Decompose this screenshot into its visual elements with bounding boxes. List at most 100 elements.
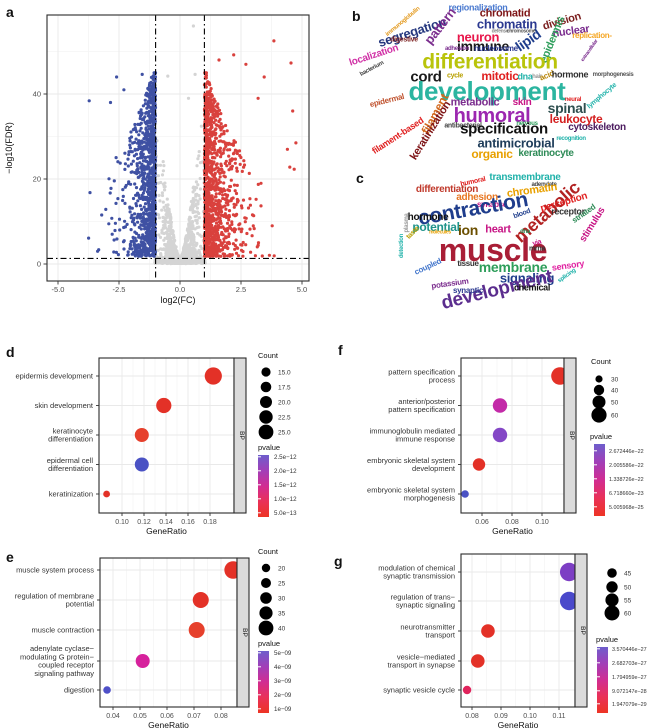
- count-legend-dot: [258, 620, 274, 636]
- pvalue-legend-label: 2.672446e−22: [609, 449, 644, 455]
- term-label: modulating G protein−: [20, 652, 95, 661]
- pvalue-legend-label: 9.072147e−28: [612, 689, 647, 695]
- term-label: transport in synapse: [387, 661, 455, 670]
- dotplot-point: [134, 428, 149, 442]
- wordcloud-b: regionalization chromatid segregation immun…: [340, 0, 657, 162]
- dotplot-panel-bg: [461, 358, 564, 513]
- wordcloud-word: immune: [457, 38, 509, 54]
- wordcloud-word: dna: [517, 71, 533, 82]
- pvalue-legend-title: pvalue: [258, 639, 280, 648]
- term-label: pattern specification: [388, 405, 455, 414]
- wordcloud-word: chromatid: [479, 7, 531, 20]
- wordcloud-word: hair: [532, 74, 542, 80]
- pvalue-legend-label: 1.794959e−27: [612, 675, 647, 681]
- dotplot-point: [461, 490, 469, 498]
- x-tick-label: 0.16: [181, 519, 195, 526]
- pvalue-gradient-bar: [258, 455, 269, 517]
- x-tick-label: 0.10: [523, 713, 537, 720]
- x-axis-label: GeneRatio: [148, 720, 189, 728]
- pvalue-legend-label: 2e−09: [274, 692, 292, 699]
- y-tick-label: 0: [37, 260, 41, 269]
- count-legend-label: 30: [278, 595, 286, 602]
- count-legend-dot: [604, 605, 620, 621]
- pvalue-legend-label: 1.0e−12: [274, 496, 297, 503]
- panel-label-c: c: [356, 170, 364, 186]
- count-legend-label: 17.5: [278, 384, 291, 391]
- dotplot-point: [156, 397, 172, 414]
- term-label: vesicle−mediated: [397, 652, 455, 661]
- wordcloud-word: mrna: [529, 245, 545, 253]
- wordcloud-word: humoral: [453, 105, 531, 127]
- wordcloud-word: adenylate: [531, 182, 557, 188]
- term-label: regulation of membrane: [15, 591, 94, 600]
- count-legend-label: 60: [611, 412, 619, 419]
- pvalue-legend-label: 2.682703e−27: [612, 661, 647, 667]
- count-legend-dot: [607, 568, 617, 578]
- x-tick-label: 0.04: [106, 713, 120, 720]
- dotplot-point: [471, 654, 485, 668]
- x-axis-label: GeneRatio: [498, 720, 539, 728]
- wordcloud-word: neuron: [456, 29, 500, 45]
- panel-label-a: a: [6, 4, 14, 20]
- wordcloud-word: hormone: [551, 69, 589, 80]
- wordcloud-word: receptor: [551, 206, 585, 217]
- x-tick-label: 0.09: [494, 713, 508, 720]
- dotplot-point: [134, 457, 149, 472]
- term-label: digestion: [64, 686, 94, 695]
- volcano-panel-border: [46, 14, 310, 282]
- term-label: pattern specification: [388, 367, 455, 376]
- term-label: immune response: [395, 435, 455, 444]
- x-axis-label: log2(FC): [160, 295, 195, 305]
- facet-strip-label: BP: [241, 628, 248, 637]
- wordcloud-word: signaling: [499, 270, 555, 286]
- wordcloud-word: potential: [412, 220, 460, 234]
- wordcloud-word: nucleosome: [474, 44, 518, 53]
- term-label: keratinocyte: [53, 426, 93, 435]
- x-tick-label: 0.08: [465, 713, 479, 720]
- wordcloud-word: organic: [471, 147, 513, 161]
- facet-strip-label: BP: [568, 431, 575, 440]
- wordcloud-word: chromosome: [506, 28, 536, 35]
- count-legend-label: 25: [278, 580, 286, 587]
- x-tick-label: 0.18: [203, 519, 217, 526]
- x-tick-label: 0.10: [115, 519, 129, 526]
- term-label: keratinization: [49, 490, 93, 499]
- count-legend-label: 25.0: [278, 429, 291, 436]
- count-legend-dot: [261, 578, 271, 588]
- count-legend-dot: [260, 381, 272, 393]
- count-legend-label: 30: [611, 376, 619, 383]
- wordcloud-word: differentiation: [422, 50, 558, 74]
- term-label: immunoglobulin mediated: [370, 426, 455, 435]
- count-legend-label: 50: [624, 584, 632, 591]
- term-label: epidermal cell: [47, 456, 94, 465]
- dotplot-point: [462, 685, 472, 695]
- panel-g-dotplot: BP 0.08 0.09 0.10 0.11 GeneRatio modulation of…: [378, 553, 647, 728]
- volcano-panel-bg: [47, 15, 309, 281]
- wordcloud-word: plasma: [404, 213, 410, 233]
- count-legend-dot: [605, 593, 619, 607]
- x-tick-label: -5.0: [52, 285, 65, 294]
- x-tick-label: 0.11: [552, 713, 565, 720]
- wordcloud-word: tissue: [457, 259, 479, 268]
- x-tick-label: -2.5: [113, 285, 126, 294]
- facet-strip: [236, 557, 250, 708]
- term-label: differentiation: [48, 435, 93, 444]
- term-label: coupled receptor: [38, 661, 94, 670]
- count-legend-dot: [260, 592, 272, 604]
- y-tick-label: 40: [33, 90, 41, 99]
- pvalue-legend-label: 1.5e−12: [274, 482, 297, 489]
- count-legend-label: 55: [624, 597, 632, 604]
- term-label: modulation of chemical: [378, 563, 455, 572]
- count-legend-label: 45: [624, 570, 632, 577]
- wordcloud-word: keratinocyte: [518, 148, 574, 159]
- wordcloud-word: molecules: [429, 229, 451, 236]
- term-label: differentiation: [48, 464, 93, 473]
- wordcloud-word: replication-: [572, 31, 612, 40]
- term-label: morphogenesis: [404, 494, 456, 503]
- wordcloud-word: mitotic: [481, 69, 519, 83]
- volcano-points-ns: [153, 24, 207, 266]
- wordcloud-word: muscle: [438, 232, 548, 268]
- term-label: muscle contraction: [31, 626, 94, 635]
- wordcloud-word: skin: [512, 97, 532, 108]
